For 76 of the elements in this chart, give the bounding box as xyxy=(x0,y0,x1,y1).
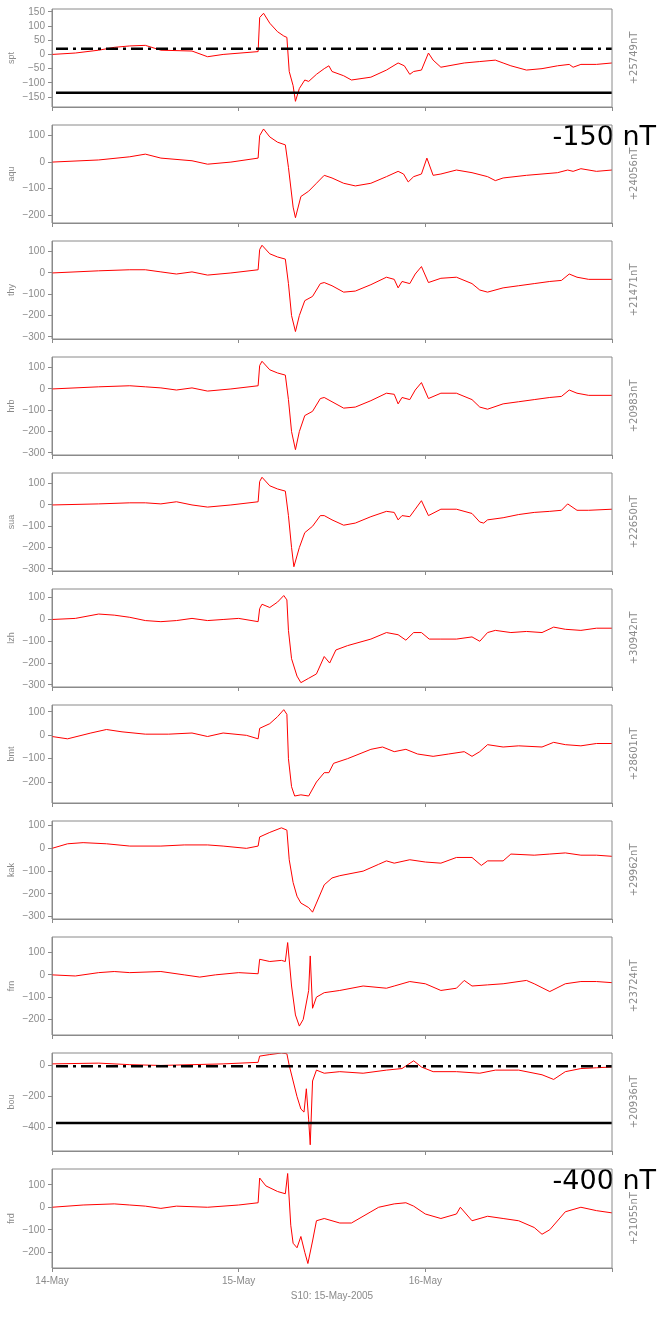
y-tick-label: 0 xyxy=(39,498,46,510)
y-tick-label: −100 xyxy=(22,1223,46,1235)
y-tick-label: −50 xyxy=(28,62,46,74)
y-tick-label: 100 xyxy=(28,819,46,831)
y-tick-label: 0 xyxy=(39,155,46,167)
y2-axis-title: +22650nT xyxy=(627,494,639,549)
y2-axis-title: +30942nT xyxy=(627,610,639,665)
y-tick-label: 100 xyxy=(28,245,46,257)
y-tick-label: −100 xyxy=(22,404,46,416)
y-tick-label: −100 xyxy=(22,288,46,300)
y-tick-label: 100 xyxy=(28,19,46,31)
y-tick-label: −400 xyxy=(22,1121,46,1133)
y-tick-label: 100 xyxy=(28,705,46,717)
y-tick-label: 0 xyxy=(39,1201,46,1212)
y-axis-title: kak xyxy=(5,862,16,878)
y-tick-label: −200 xyxy=(22,208,46,220)
y-tick-label: 0 xyxy=(39,613,46,625)
y-tick-label: 0 xyxy=(39,729,46,741)
y-tick-label: −200 xyxy=(22,1013,46,1025)
y-tick-label: −100 xyxy=(22,752,46,764)
y-tick-label: −150 xyxy=(22,90,46,102)
y-tick-label: 50 xyxy=(33,34,46,45)
x-tick-label: 15-May xyxy=(221,1274,256,1286)
y-tick-label: 0 xyxy=(39,48,46,60)
y-tick-label: 0 xyxy=(39,842,46,854)
y-axis-title: lzh xyxy=(5,632,16,644)
y-tick-label: −200 xyxy=(22,425,46,437)
y-tick-label: −100 xyxy=(22,864,46,876)
y-tick-label: −100 xyxy=(22,520,46,532)
y2-axis-title: +20936nT xyxy=(627,1074,639,1129)
y-tick-label: −300 xyxy=(22,562,46,574)
y-axis-title: frn xyxy=(5,980,16,992)
y2-axis-title: +21471nT xyxy=(627,262,639,317)
y-axis-title: bou xyxy=(5,1094,16,1110)
y-tick-label: 100 xyxy=(28,477,46,489)
y-tick-label: 100 xyxy=(28,591,46,603)
y-tick-label: −300 xyxy=(22,330,46,342)
y2-axis-title: +25749nT xyxy=(627,30,639,85)
y-tick-label: 100 xyxy=(28,1178,46,1190)
y-tick-label: −100 xyxy=(22,990,46,1002)
y-axis-title: spt xyxy=(5,51,16,65)
y-axis-title: hrb xyxy=(5,399,16,413)
y2-axis-title: +23724nT xyxy=(627,958,639,1013)
y-tick-label: 100 xyxy=(28,946,46,958)
y-axis-title: frd xyxy=(5,1213,16,1224)
y-tick-label: −100 xyxy=(22,635,46,647)
y-tick-label: −200 xyxy=(22,1246,46,1257)
x-tick-label: 16-May xyxy=(408,1274,443,1286)
y2-axis-title: +24056nT xyxy=(627,146,639,201)
y2-axis-title: +29962nT xyxy=(627,842,639,897)
x-axis-title: S10: 15-May-2005 xyxy=(290,1289,374,1301)
y-tick-label: 0 xyxy=(39,382,46,394)
y-axis-title: thy xyxy=(5,283,16,297)
y-tick-label: 100 xyxy=(28,361,46,373)
y-tick-label: −100 xyxy=(22,76,46,88)
y-tick-label: −200 xyxy=(22,656,46,668)
y-tick-label: −100 xyxy=(22,182,46,194)
y-tick-label: −300 xyxy=(22,910,46,922)
y-tick-label: 0 xyxy=(39,1059,46,1071)
y-axis-title: aqu xyxy=(5,166,16,182)
y2-axis-title: +20983nT xyxy=(627,378,639,433)
y-axis-title: sua xyxy=(5,514,16,530)
y-tick-label: −200 xyxy=(22,887,46,899)
y-tick-label: 100 xyxy=(28,129,46,141)
y-tick-label: −200 xyxy=(22,775,46,787)
x-tick-label: 14-May xyxy=(35,1274,69,1286)
y-tick-label: −300 xyxy=(22,446,46,458)
y2-axis-title: +28601nT xyxy=(627,726,639,781)
y-tick-label: −200 xyxy=(22,309,46,321)
y-axis-title: bmt xyxy=(5,746,16,762)
y-tick-label: −300 xyxy=(22,678,46,690)
y-tick-label: 0 xyxy=(39,266,46,278)
y-tick-label: 150 xyxy=(28,5,46,17)
y-tick-label: −200 xyxy=(22,1090,46,1102)
y-tick-label: −200 xyxy=(22,541,46,553)
y-tick-label: 0 xyxy=(39,968,46,980)
